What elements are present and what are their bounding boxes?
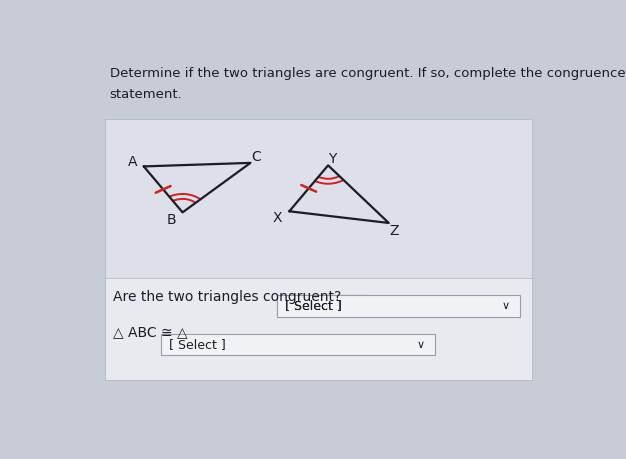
Text: X: X [272, 211, 282, 224]
Text: ∨: ∨ [502, 301, 510, 311]
Text: B: B [167, 213, 177, 227]
Text: [ Select ]: [ Select ] [169, 338, 226, 351]
FancyBboxPatch shape [105, 119, 532, 380]
Text: Determine if the two triangles are congruent. If so, complete the congruence: Determine if the two triangles are congr… [110, 67, 625, 80]
Text: Y: Y [328, 152, 336, 166]
Text: statement.: statement. [110, 88, 183, 101]
Text: △ ABC ≅ △: △ ABC ≅ △ [113, 325, 188, 340]
Text: C: C [252, 150, 261, 163]
FancyBboxPatch shape [277, 295, 520, 317]
FancyBboxPatch shape [161, 334, 435, 355]
Text: [ Select ]: [ Select ] [285, 299, 342, 312]
Text: Are the two triangles congruent?: Are the two triangles congruent? [113, 290, 341, 304]
FancyBboxPatch shape [105, 278, 532, 380]
Text: ∨: ∨ [417, 340, 425, 350]
Text: [ Select ]: [ Select ] [285, 299, 342, 312]
Text: Z: Z [390, 224, 399, 238]
FancyBboxPatch shape [277, 295, 367, 317]
Text: A: A [128, 155, 138, 169]
